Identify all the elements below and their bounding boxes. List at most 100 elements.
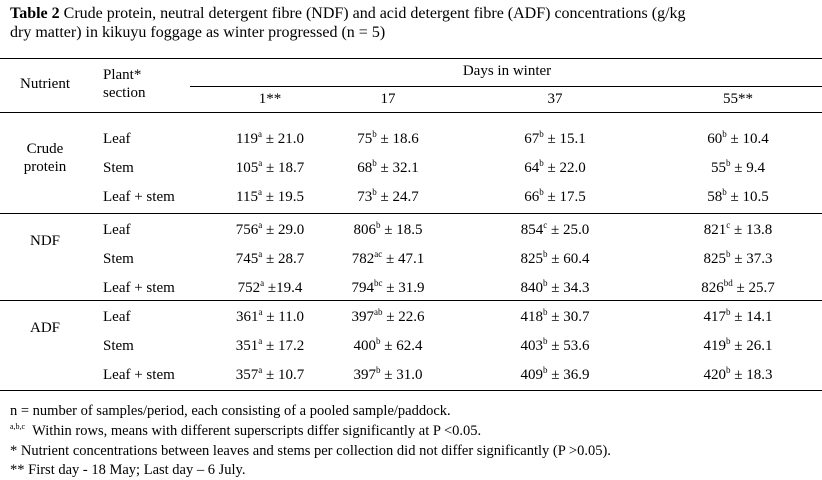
- superscript: b: [376, 365, 381, 375]
- sd: ± 10.5: [730, 189, 769, 205]
- mean: 400: [353, 338, 377, 354]
- superscript: b: [726, 336, 731, 346]
- plant-section: Stem: [103, 338, 134, 354]
- sd: ± 19.5: [265, 189, 304, 205]
- sd: ± 22.6: [386, 309, 425, 325]
- cell: 825b ± 60.4: [521, 250, 590, 268]
- mean: 417: [703, 309, 727, 325]
- sd: ± 22.0: [547, 160, 586, 176]
- cell: 55b ± 9.4: [711, 159, 765, 177]
- plant-section: Leaf + stem: [103, 367, 175, 383]
- rule: [0, 213, 822, 214]
- cell: 756a ± 29.0: [236, 221, 304, 239]
- cell: 840b ± 34.3: [521, 279, 590, 297]
- superscript: b: [376, 336, 381, 346]
- header: Days in winter: [462, 63, 552, 79]
- plant-section: Leaf + stem: [103, 280, 175, 296]
- sd: ± 18.7: [266, 160, 305, 176]
- sd: ± 37.3: [734, 251, 773, 267]
- mean: 60: [707, 131, 723, 147]
- cell: 821c ± 13.8: [704, 221, 772, 239]
- sd: ± 10.4: [730, 131, 769, 147]
- mean: 821: [703, 222, 727, 238]
- mean: 794: [351, 280, 375, 296]
- mean: 357: [235, 367, 259, 383]
- sd: ± 24.7: [380, 189, 419, 205]
- footnote: ** First day - 18 May; Last day – 6 July…: [10, 461, 245, 479]
- mean: 397: [353, 367, 377, 383]
- mean: 409: [520, 367, 544, 383]
- cell: 119a ± 21.0: [236, 130, 304, 148]
- superscript: b: [372, 187, 377, 197]
- superscript: a: [258, 365, 263, 375]
- cell: 420b ± 18.3: [704, 366, 773, 384]
- mean: 419: [703, 338, 727, 354]
- sd: ± 31.9: [386, 280, 425, 296]
- day-header: 1**: [258, 91, 282, 107]
- footnote-text: Within rows, means with different supers…: [25, 423, 482, 439]
- nutrient: Crude protein: [23, 141, 67, 175]
- mean: 840: [520, 280, 544, 296]
- superscript: b: [372, 129, 377, 139]
- cell: 752a ±19.4: [238, 279, 303, 297]
- sd: ± 26.1: [734, 338, 773, 354]
- cell: 400b ± 62.4: [354, 337, 423, 355]
- rule: [0, 58, 822, 59]
- rule: [0, 112, 822, 113]
- sd: ± 25.0: [551, 222, 590, 238]
- footnote-marker: a,b,c: [10, 422, 26, 431]
- sd: ± 21.0: [265, 131, 304, 147]
- superscript: a: [257, 129, 262, 139]
- footnote-text: n = number of samples/period, each consi…: [10, 403, 451, 419]
- cell: 418b ± 30.7: [521, 308, 590, 326]
- plant-section: Leaf: [103, 131, 131, 147]
- superscript: b: [376, 220, 381, 230]
- rule: [0, 390, 822, 391]
- cell: 73b ± 24.7: [357, 188, 418, 206]
- cell: 60b ± 10.4: [707, 130, 768, 148]
- superscript: a: [258, 307, 263, 317]
- sd: ± 18.3: [734, 367, 773, 383]
- cell: 115a ± 19.5: [236, 188, 304, 206]
- mean: 361: [236, 309, 259, 325]
- sd: ± 15.1: [547, 131, 586, 147]
- title-text: Crude protein, neutral detergent fibre (…: [59, 5, 686, 22]
- sd: ± 60.4: [551, 251, 590, 267]
- cell: 745a ± 28.7: [236, 250, 304, 268]
- plant-section: Leaf: [103, 309, 131, 325]
- superscript: b: [539, 187, 544, 197]
- title-line: dry matter) in kikuyu foggage as winter …: [10, 24, 386, 41]
- superscript: bd: [723, 278, 733, 288]
- superscript: b: [543, 278, 548, 288]
- cell: 782ac ± 47.1: [352, 250, 424, 268]
- plant-section: Leaf: [103, 222, 131, 238]
- mean: 119: [236, 131, 258, 147]
- superscript: a: [260, 278, 265, 288]
- cell: 794bc ± 31.9: [352, 279, 425, 297]
- mean: 826: [701, 280, 724, 296]
- superscript: a: [257, 187, 262, 197]
- superscript: b: [722, 187, 727, 197]
- sd: ± 29.0: [266, 222, 305, 238]
- footnote: n = number of samples/period, each consi…: [10, 402, 451, 420]
- mean: 64: [524, 160, 540, 176]
- sd: ± 28.7: [266, 251, 305, 267]
- superscript: ac: [374, 249, 383, 259]
- day-header: 37: [547, 91, 563, 107]
- mean: 75: [357, 131, 373, 147]
- day-header: 55**: [723, 91, 753, 107]
- sd: ± 17.5: [547, 189, 586, 205]
- superscript: a: [258, 220, 263, 230]
- mean: 756: [235, 222, 259, 238]
- cell: 825b ± 37.3: [704, 250, 773, 268]
- cell: 64b ± 22.0: [524, 159, 585, 177]
- sd: ± 31.0: [384, 367, 423, 383]
- mean: 55: [711, 160, 727, 176]
- sd: ± 9.4: [734, 160, 765, 176]
- mean: 351: [235, 338, 259, 354]
- superscript: b: [543, 307, 548, 317]
- cell: 397ab ± 22.6: [352, 308, 425, 326]
- superscript: a: [258, 158, 263, 168]
- superscript: c: [726, 220, 731, 230]
- superscript: b: [726, 307, 731, 317]
